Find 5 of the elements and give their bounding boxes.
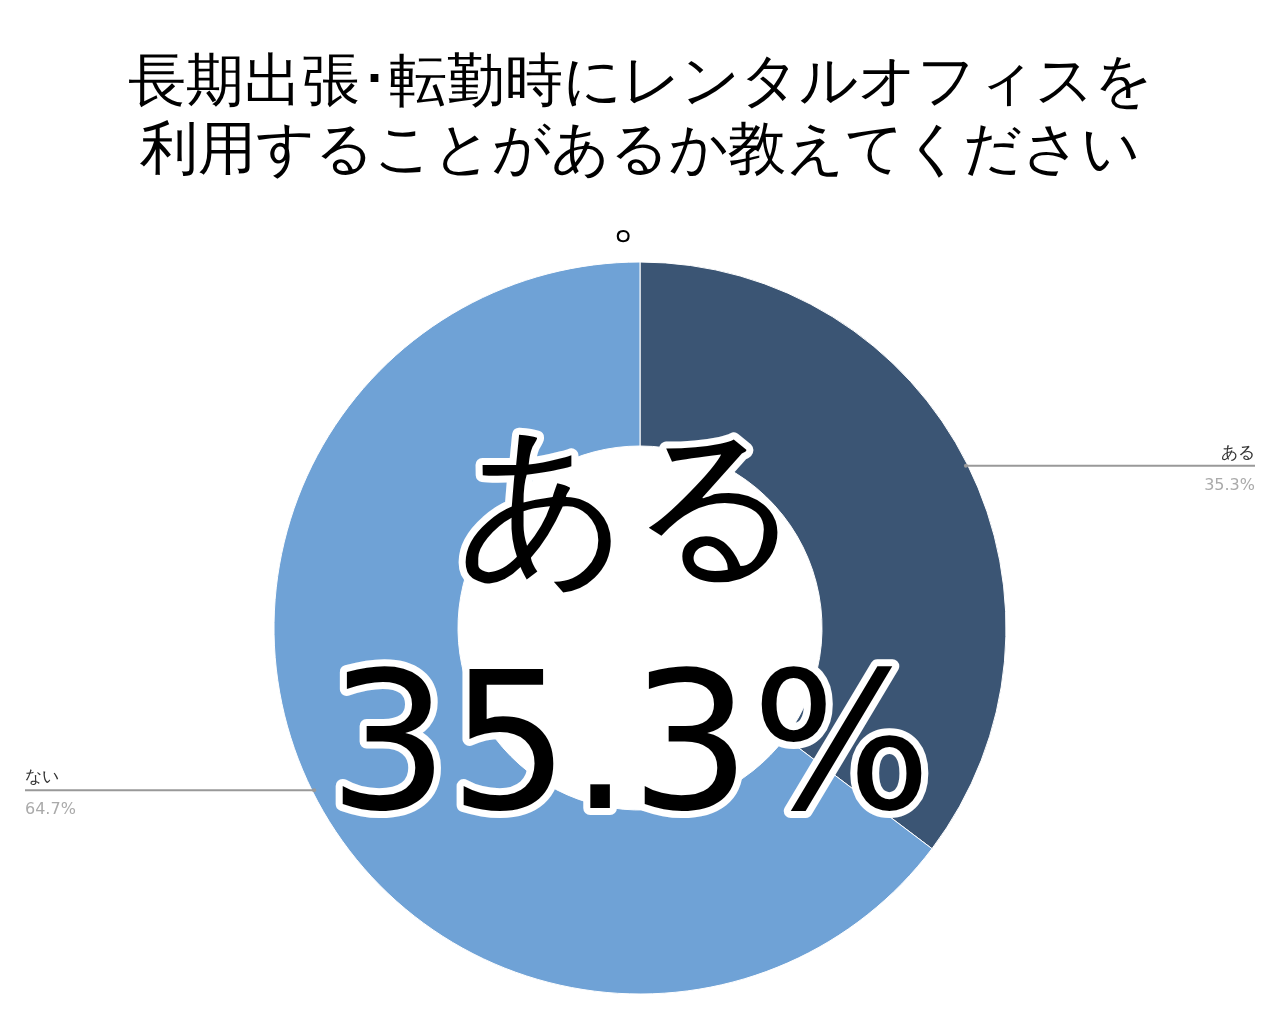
title: 長期出張･転勤時にレンタルオフィスを利用することがあるか教えてください。 (127, 46, 1153, 250)
data-label: 64.7% (25, 799, 76, 819)
data-label: 35.3% (1204, 474, 1255, 494)
slice-label: ない (25, 766, 59, 787)
slice-label: ある (1221, 441, 1255, 462)
